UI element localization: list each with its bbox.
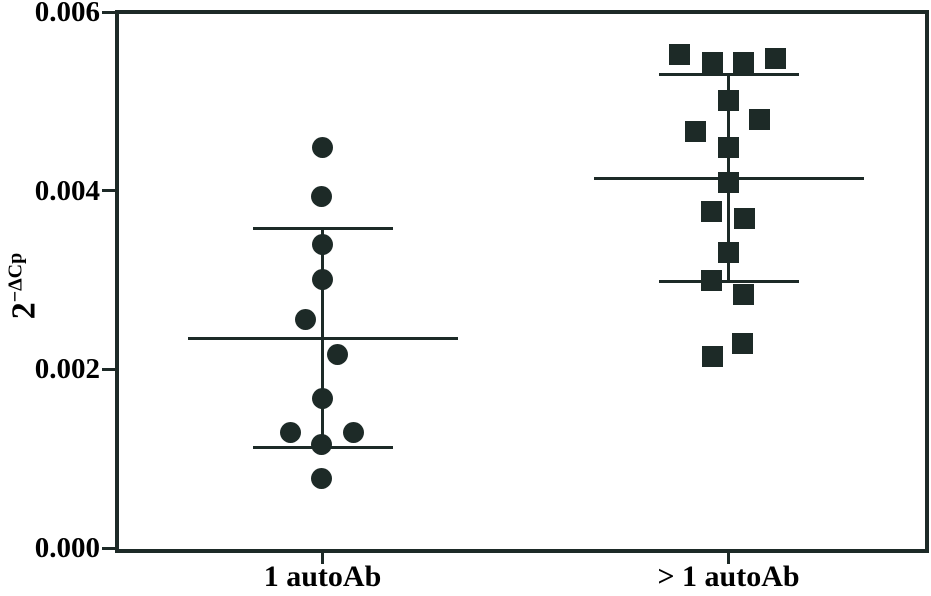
y-axis-title-base: 2 bbox=[5, 302, 43, 320]
data-point-square bbox=[685, 121, 706, 143]
data-point-square bbox=[702, 346, 723, 368]
data-point-circle bbox=[280, 422, 301, 444]
data-point-circle bbox=[312, 233, 333, 255]
data-point-square bbox=[765, 47, 786, 69]
sd-upper-cap bbox=[252, 226, 393, 230]
y-axis-title: 2−ΔCp bbox=[5, 253, 44, 320]
plot-area-frame bbox=[115, 10, 929, 553]
data-point-square bbox=[734, 207, 755, 229]
y-axis-title-superscript: −ΔCp bbox=[4, 252, 27, 303]
data-point-circle bbox=[311, 467, 332, 489]
data-point-square bbox=[718, 172, 739, 194]
y-tick bbox=[102, 367, 115, 371]
data-point-circle bbox=[311, 186, 332, 208]
data-point-circle bbox=[312, 137, 333, 159]
data-point-square bbox=[732, 332, 753, 354]
x-tick-label: > 1 autoAb bbox=[657, 560, 800, 593]
data-point-circle bbox=[312, 388, 333, 410]
data-point-square bbox=[718, 241, 739, 263]
data-point-square bbox=[701, 200, 722, 222]
x-tick-label: 1 autoAb bbox=[263, 560, 382, 593]
y-tick-label: 0.002 bbox=[34, 353, 100, 386]
mean-line bbox=[187, 336, 458, 340]
x-tick bbox=[321, 553, 324, 564]
data-point-square bbox=[749, 108, 770, 130]
y-tick-label: 0.006 bbox=[34, 0, 100, 29]
data-point-square bbox=[669, 44, 690, 66]
x-tick bbox=[727, 553, 730, 564]
data-point-circle bbox=[343, 422, 364, 444]
data-point-square bbox=[701, 270, 722, 292]
y-tick-label: 0.004 bbox=[34, 174, 100, 207]
sd-upper-cap bbox=[658, 73, 799, 77]
y-tick-label: 0.000 bbox=[34, 532, 100, 564]
data-point-square bbox=[718, 137, 739, 159]
y-tick bbox=[102, 189, 115, 193]
y-tick bbox=[102, 10, 115, 14]
data-point-square bbox=[733, 52, 754, 74]
y-tick bbox=[102, 546, 115, 550]
data-point-circle bbox=[312, 268, 333, 290]
sd-lower-cap bbox=[658, 280, 799, 284]
data-point-circle bbox=[327, 343, 348, 365]
data-point-square bbox=[733, 283, 754, 305]
data-point-circle bbox=[295, 308, 316, 330]
data-point-circle bbox=[311, 433, 332, 455]
data-point-square bbox=[702, 52, 723, 74]
data-point-square bbox=[718, 89, 739, 111]
